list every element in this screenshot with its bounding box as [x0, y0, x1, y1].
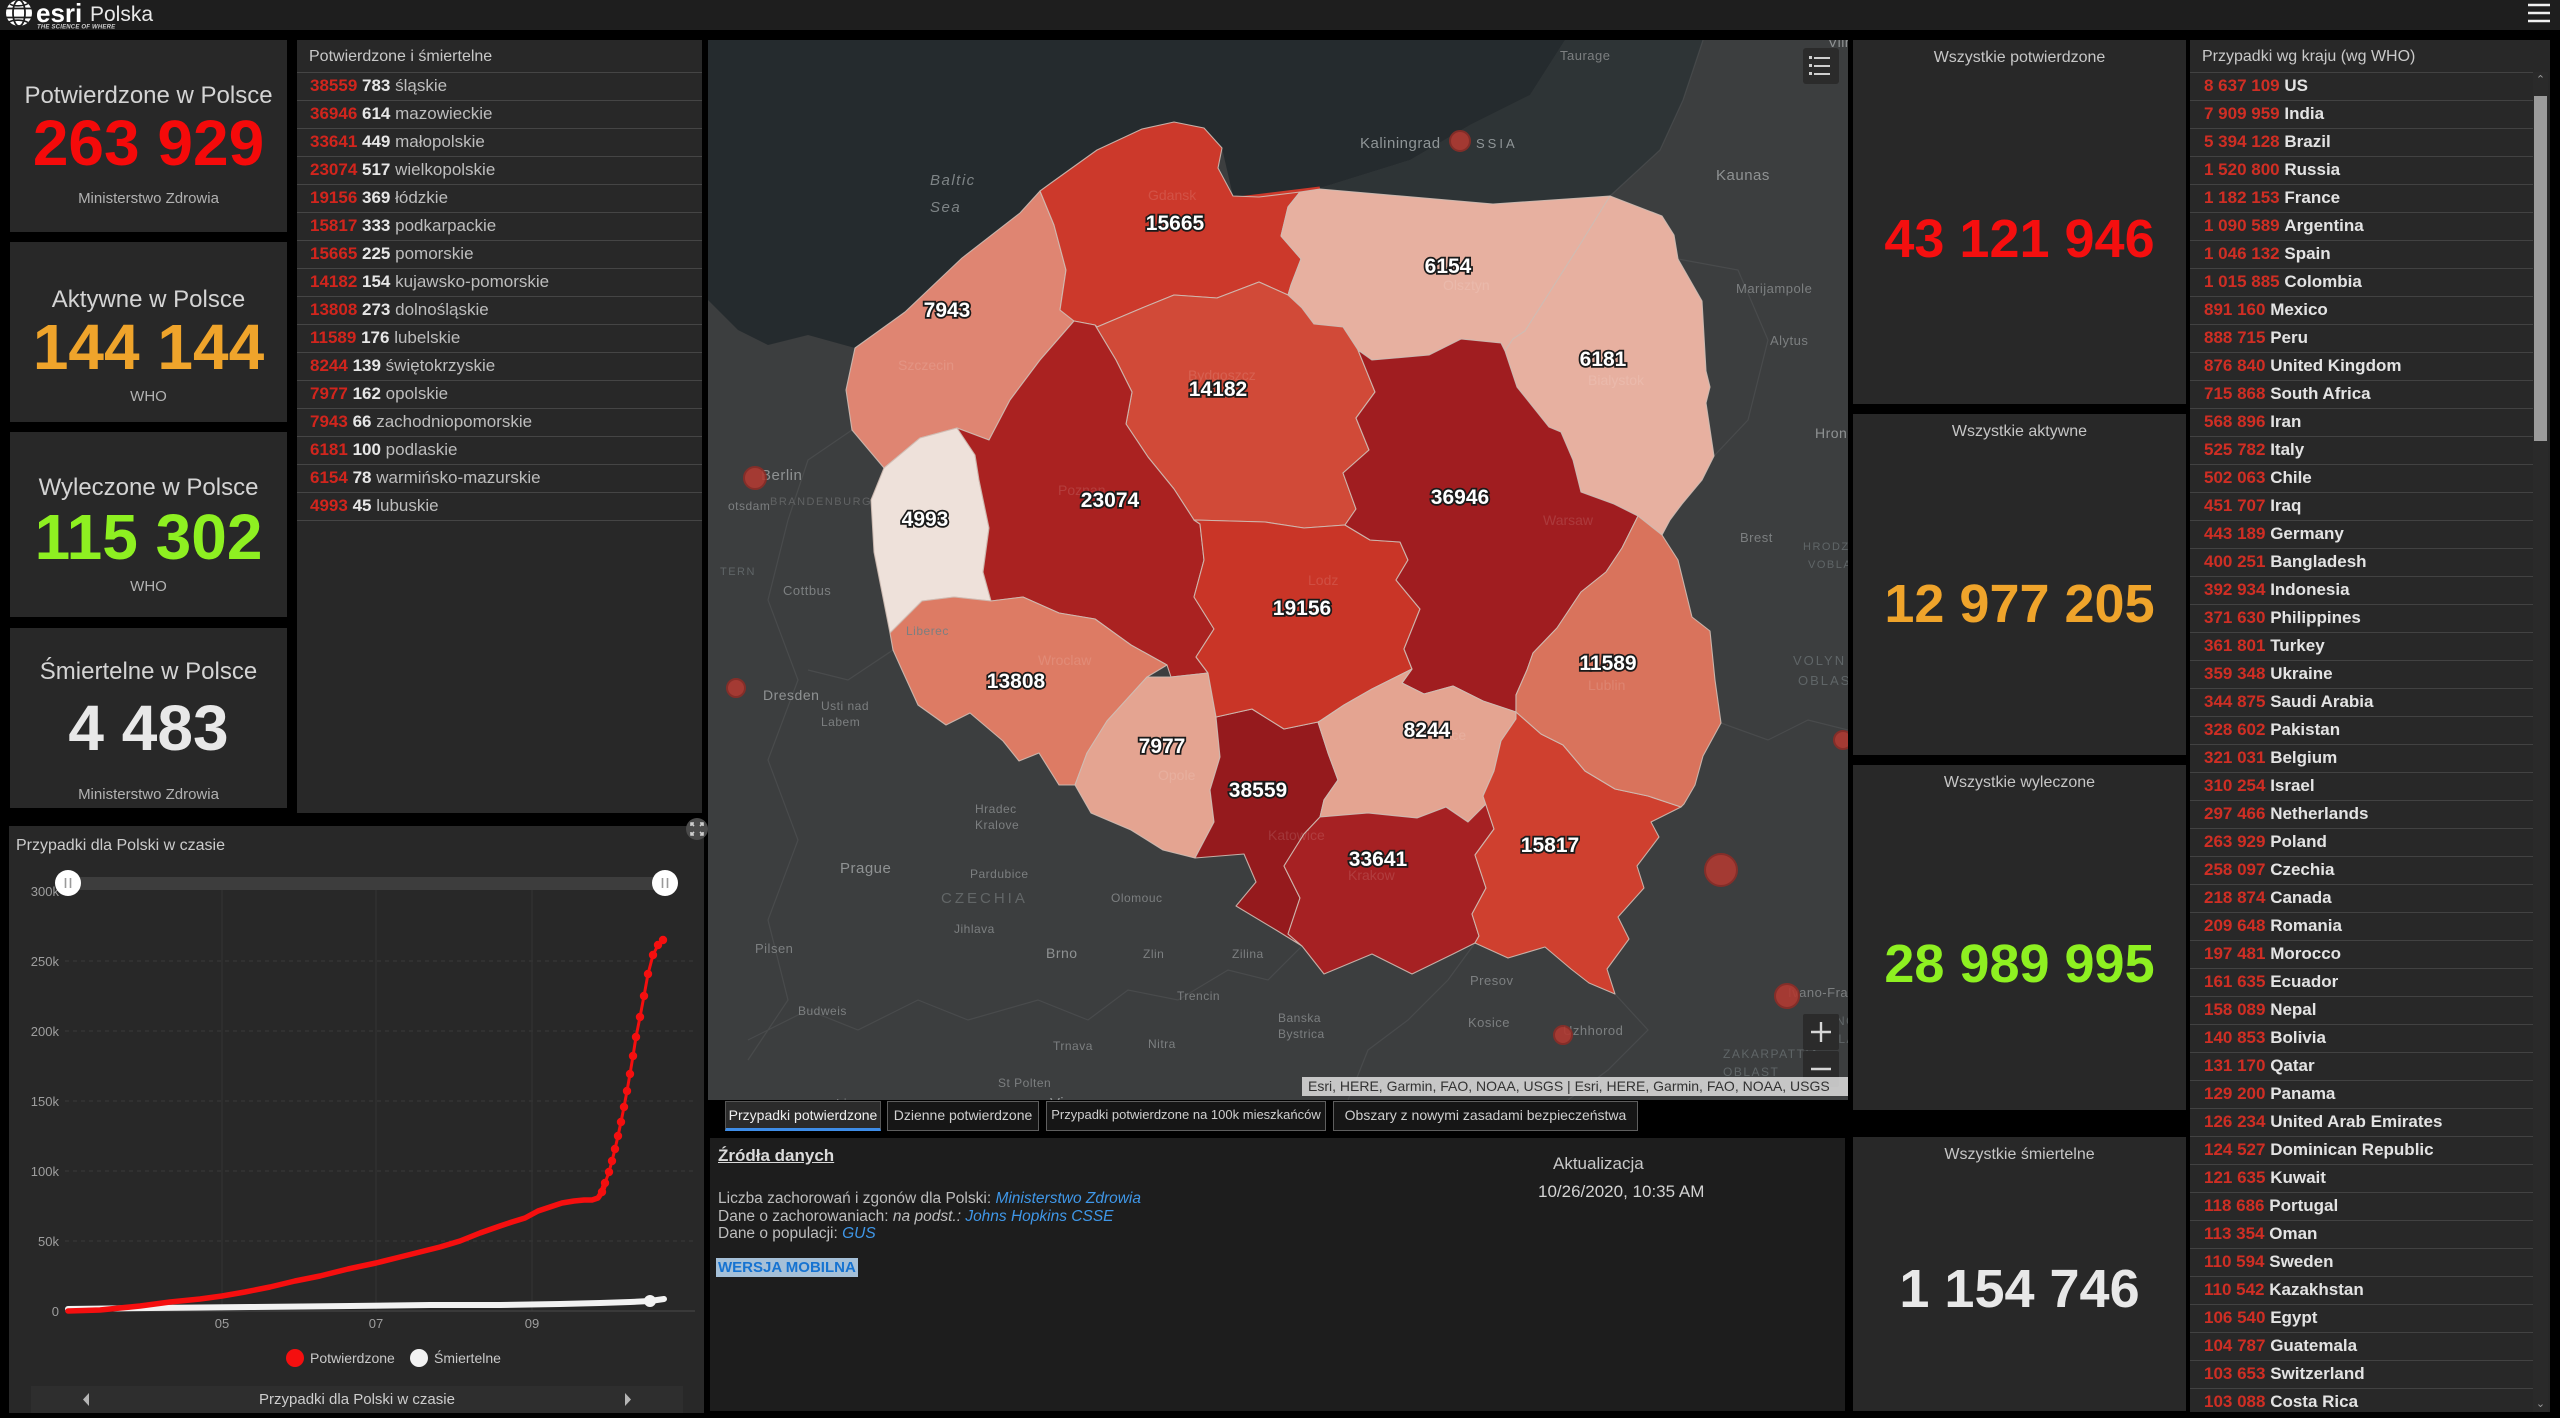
svg-text:Presov: Presov	[1470, 973, 1513, 988]
svg-text:VOLYN: VOLYN	[1793, 653, 1846, 668]
svg-text:7943: 7943	[924, 299, 971, 322]
svg-text:33641: 33641	[1349, 848, 1408, 871]
svg-text:Kaunas: Kaunas	[1716, 167, 1770, 184]
svg-text:Liberec: Liberec	[906, 624, 949, 638]
svg-text:19156: 19156	[1273, 597, 1331, 620]
svg-text:Linz: Linz	[836, 1096, 862, 1100]
svg-text:Śmiertelne: Śmiertelne	[434, 1349, 501, 1366]
svg-text:Szczecin: Szczecin	[898, 357, 954, 373]
svg-text:Bystrica: Bystrica	[1278, 1027, 1325, 1041]
svg-text:07: 07	[369, 1316, 383, 1331]
svg-text:Bydgoszcz: Bydgoszcz	[1188, 367, 1256, 383]
svg-text:Budweis: Budweis	[798, 1004, 847, 1018]
svg-text:Polska: Polska	[90, 3, 153, 26]
svg-text:Kaliningrad: Kaliningrad	[1360, 135, 1441, 152]
svg-text:200k: 200k	[31, 1024, 60, 1039]
svg-text:otsdam: otsdam	[728, 499, 770, 513]
svg-text:OBLAST: OBLAST	[1723, 1065, 1779, 1079]
svg-text:50k: 50k	[38, 1234, 59, 1249]
svg-text:Hronda: Hronda	[1815, 425, 1848, 441]
svg-text:Lublin: Lublin	[1588, 677, 1625, 693]
svg-text:15817: 15817	[1521, 834, 1579, 857]
svg-text:Berlin: Berlin	[761, 467, 802, 484]
svg-text:Brest: Brest	[1740, 530, 1773, 545]
svg-text:Banska: Banska	[1278, 1011, 1321, 1025]
svg-text:Cottbus: Cottbus	[783, 583, 831, 598]
svg-text:Trencin: Trencin	[1177, 989, 1220, 1003]
svg-text:Kralove: Kralove	[975, 818, 1019, 832]
svg-text:36946: 36946	[1431, 486, 1489, 509]
svg-text:Warsaw: Warsaw	[1543, 512, 1594, 528]
svg-text:Kielce: Kielce	[1428, 727, 1466, 743]
svg-text:Vienna: Vienna	[1050, 1095, 1100, 1100]
svg-text:Pardubice: Pardubice	[970, 867, 1029, 881]
svg-text:Prague: Prague	[840, 860, 891, 877]
svg-text:Olsztyn: Olsztyn	[1443, 277, 1490, 293]
svg-text:CZECHIA: CZECHIA	[941, 890, 1028, 907]
svg-text:4993: 4993	[902, 508, 949, 531]
svg-text:Gdansk: Gdansk	[1148, 187, 1197, 203]
svg-text:Trnava: Trnava	[1053, 1039, 1093, 1053]
svg-text:HRODZYEN: HRODZYEN	[1803, 541, 1848, 553]
svg-text:6181: 6181	[1580, 348, 1627, 371]
svg-text:Opole: Opole	[1158, 767, 1196, 783]
svg-text:100k: 100k	[31, 1164, 60, 1179]
svg-text:Zlin: Zlin	[1143, 947, 1164, 961]
svg-text:OBLAST: OBLAST	[1798, 673, 1848, 688]
svg-text:Dresden: Dresden	[763, 687, 819, 703]
svg-text:Labem: Labem	[821, 715, 860, 729]
svg-text:150k: 150k	[31, 1094, 60, 1109]
svg-text:Esri, HERE, Garmin, FAO, NOAA,: Esri, HERE, Garmin, FAO, NOAA, USGS | Es…	[1308, 1078, 1830, 1094]
svg-text:THE SCIENCE OF WHERE: THE SCIENCE OF WHERE	[37, 25, 116, 31]
svg-text:Alytus: Alytus	[1770, 333, 1808, 348]
svg-text:09: 09	[525, 1316, 539, 1331]
svg-text:Katowice: Katowice	[1268, 827, 1325, 843]
svg-text:Jihlava: Jihlava	[954, 922, 995, 936]
svg-text:Potwierdzone: Potwierdzone	[310, 1350, 395, 1366]
svg-text:Wroclaw: Wroclaw	[1038, 652, 1092, 668]
svg-text:6154: 6154	[1425, 255, 1472, 278]
svg-text:05: 05	[215, 1316, 229, 1331]
svg-text:Krakow: Krakow	[1348, 867, 1396, 883]
svg-text:Kosice: Kosice	[1468, 1015, 1510, 1030]
svg-text:Bialystok: Bialystok	[1588, 372, 1645, 388]
svg-text:Marijampole: Marijampole	[1736, 281, 1812, 296]
svg-text:Olomouc: Olomouc	[1111, 891, 1163, 905]
svg-text:Taurage: Taurage	[1560, 48, 1610, 63]
svg-text:8244: 8244	[1404, 719, 1451, 742]
svg-text:St Polten: St Polten	[998, 1076, 1051, 1090]
svg-text:TERN: TERN	[720, 566, 756, 578]
svg-text:Zilina: Zilina	[1232, 947, 1264, 961]
svg-text:13808: 13808	[987, 670, 1046, 693]
svg-text:7977: 7977	[1139, 735, 1186, 758]
svg-text:300k: 300k	[31, 884, 60, 899]
svg-text:Lodz: Lodz	[1308, 572, 1338, 588]
svg-text:VOBLAS: VOBLAS	[1808, 559, 1848, 571]
svg-text:Brno: Brno	[1046, 945, 1078, 961]
svg-text:Hradec: Hradec	[975, 802, 1017, 816]
svg-text:SSIA: SSIA	[1476, 136, 1518, 151]
svg-text:Pilsen: Pilsen	[755, 941, 793, 956]
svg-text:esri: esri	[36, 0, 82, 28]
svg-text:Baltic: Baltic	[930, 172, 976, 189]
svg-text:15665: 15665	[1146, 212, 1205, 235]
svg-text:Uzhhorod: Uzhhorod	[1563, 1023, 1623, 1038]
svg-text:Nitra: Nitra	[1148, 1037, 1176, 1051]
svg-text:Usti nad: Usti nad	[821, 699, 869, 713]
svg-text:Sea: Sea	[930, 199, 961, 216]
svg-text:ZAKARPATTIA: ZAKARPATTIA	[1723, 1047, 1820, 1061]
svg-text:11589: 11589	[1579, 652, 1636, 675]
svg-text:BRANDENBURG: BRANDENBURG	[770, 496, 872, 508]
svg-text:38559: 38559	[1229, 779, 1287, 802]
svg-text:Poznan: Poznan	[1058, 482, 1105, 498]
svg-text:0: 0	[52, 1304, 59, 1319]
svg-text:Vilniu: Vilniu	[1828, 40, 1848, 50]
svg-text:23074: 23074	[1081, 489, 1140, 512]
svg-text:14182: 14182	[1189, 378, 1247, 401]
svg-text:250k: 250k	[31, 954, 60, 969]
svg-text:Ivano-Frankivsk: Ivano-Frankivsk	[1788, 985, 1848, 1000]
